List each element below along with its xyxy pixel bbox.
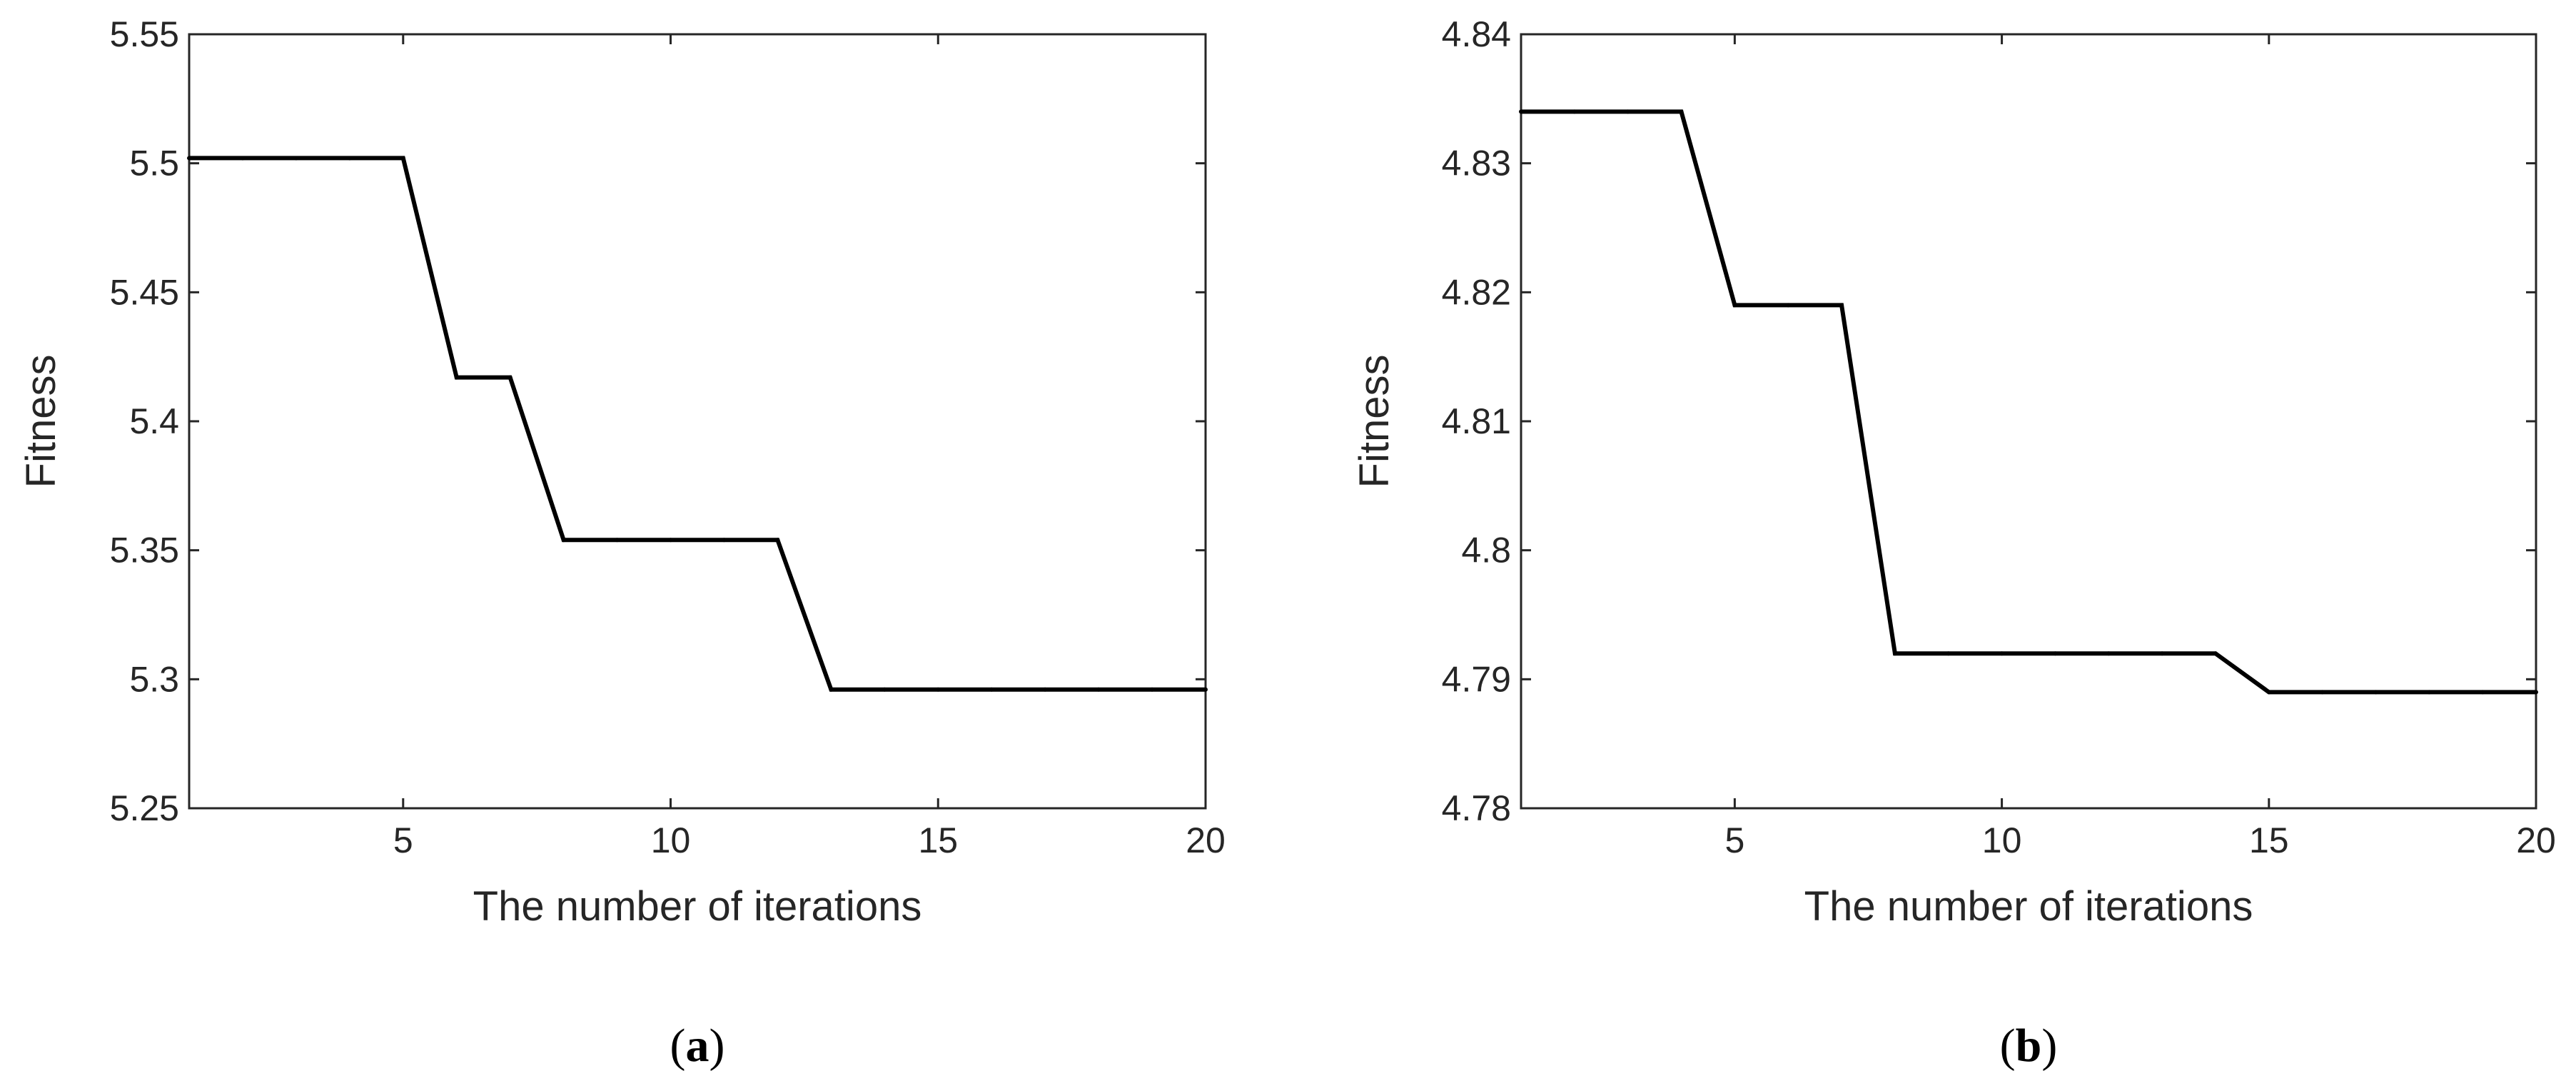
chart-panel-b: 4.78 4.79 4.8 4.81 4.82 4.83 4.84 5 10 15 20 The … [1351,14,2556,1072]
x-tick-label: 15 [918,820,958,860]
series-group [187,156,1208,692]
x-tick-label: 10 [1982,820,2022,860]
data-point [240,156,245,161]
data-point [347,156,352,161]
y-tick-label: 5.55 [110,14,179,54]
x-tick-label: 15 [2249,820,2289,860]
panel-label: (a) [670,1020,725,1072]
chart-panel-a: 5.25 5.3 5.35 5.4 5.45 5.5 5.55 5 10 15 20 The nu… [18,14,1226,1072]
data-point [775,538,780,543]
data-point [1679,109,1684,114]
data-point [1572,109,1577,114]
data-point [1786,303,1791,308]
data-point [454,375,459,380]
y-tick-label: 5.25 [110,788,179,828]
fitness-line [1521,109,2536,695]
data-point [2106,651,2111,656]
data-point [561,538,566,543]
data-point [2320,690,2325,695]
panel-letter: a [686,1020,709,1072]
panel-letter: b [2016,1020,2042,1072]
x-axis: 5 10 15 20 [393,34,1226,860]
panel-label: (b) [2000,1020,2058,1072]
data-point [1203,687,1208,692]
data-point [507,375,512,380]
data-point [1043,687,1048,692]
data-point [1150,687,1155,692]
y-tick-label: 4.79 [1442,659,1511,699]
y-axis-title: Fitness [1351,355,1398,488]
data-point [668,538,673,543]
data-point [2427,690,2432,695]
series-group [1519,109,2538,695]
data-point [1096,687,1101,692]
data-point [936,687,941,692]
y-tick-label: 4.84 [1442,14,1511,54]
data-point [722,538,727,543]
y-tick-label: 5.5 [129,144,179,183]
data-point [187,156,191,161]
data-point [1892,651,1897,656]
y-tick-label: 5.35 [110,531,179,570]
y-axis-title: Fitness [18,355,64,488]
y-axis: 5.25 5.3 5.35 5.4 5.45 5.5 5.55 [110,14,1206,828]
y-tick-label: 5.45 [110,272,179,312]
data-point [1732,303,1737,308]
data-point [1946,651,1951,656]
data-point [400,156,405,161]
data-point [882,687,887,692]
data-point [2480,690,2485,695]
data-point [2266,690,2271,695]
data-point [829,687,834,692]
x-axis-title: The number of iterations [473,883,922,930]
x-axis: 5 10 15 20 [1724,34,2556,860]
data-point [1999,651,2004,656]
data-point [1519,109,1523,114]
data-point [2160,651,2165,656]
y-tick-label: 5.3 [129,659,179,699]
data-point [2213,651,2218,656]
y-tick-label: 4.78 [1442,788,1511,828]
y-tick-label: 4.83 [1442,144,1511,183]
data-point [2373,690,2378,695]
y-tick-label: 4.82 [1442,272,1511,312]
data-point [293,156,298,161]
x-tick-label: 20 [1186,820,1226,860]
y-axis: 4.78 4.79 4.8 4.81 4.82 4.83 4.84 [1442,14,2536,828]
x-tick-label: 5 [1724,820,1744,860]
data-point [615,538,620,543]
x-tick-label: 5 [393,820,413,860]
data-point [1839,303,1844,308]
data-point [2053,651,2058,656]
data-point [989,687,994,692]
fitness-line [189,156,1206,692]
y-tick-label: 4.81 [1442,401,1511,441]
y-tick-label: 5.4 [129,401,179,441]
x-tick-label: 20 [2516,820,2556,860]
x-axis-title: The number of iterations [1804,883,2253,930]
x-tick-label: 10 [651,820,691,860]
data-point [1625,109,1630,114]
y-tick-label: 4.8 [1461,531,1511,570]
data-point [2534,690,2538,695]
plot-area-frame [188,33,1207,810]
